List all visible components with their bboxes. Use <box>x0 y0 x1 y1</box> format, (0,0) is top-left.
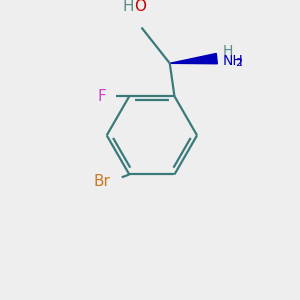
Polygon shape <box>170 53 217 64</box>
Text: Br: Br <box>94 175 110 190</box>
Text: F: F <box>98 89 107 104</box>
Text: H: H <box>123 0 134 14</box>
Text: 2: 2 <box>236 58 243 68</box>
Text: O: O <box>134 0 146 14</box>
Text: NH: NH <box>222 54 243 68</box>
Text: H: H <box>222 44 233 58</box>
